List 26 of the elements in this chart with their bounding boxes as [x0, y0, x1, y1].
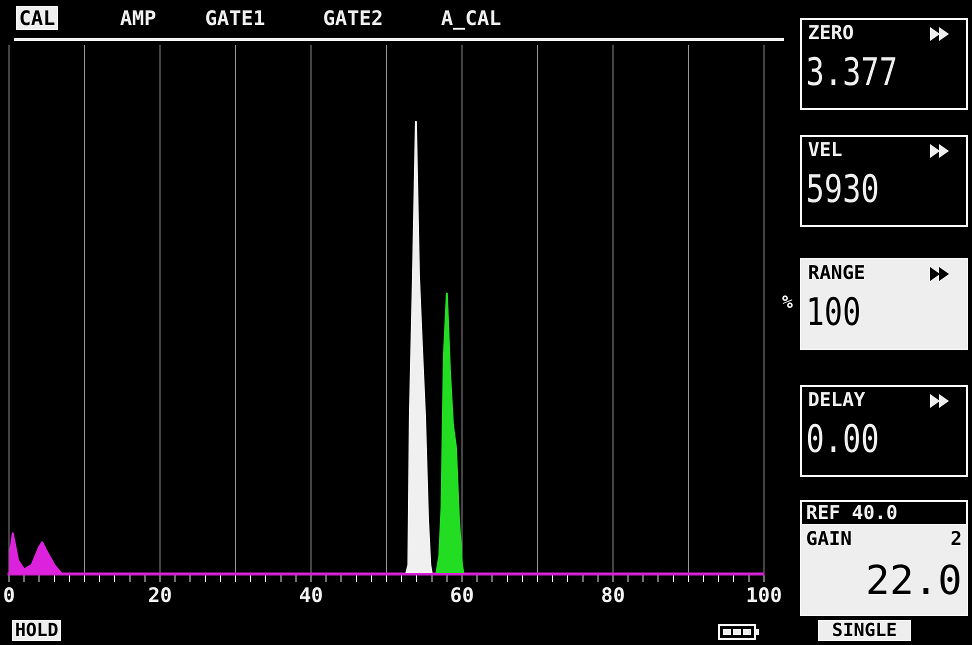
- text: HOLD: [12, 620, 62, 641]
- text: A_CAL: [440, 6, 502, 30]
- text: 2: [950, 528, 962, 550]
- text: 22.0: [866, 558, 962, 604]
- x-tick-label: 60: [450, 583, 474, 608]
- text: GAIN: [806, 528, 852, 550]
- text: SINGLE: [818, 620, 912, 641]
- text: %: [782, 292, 793, 313]
- x-tick-label: 40: [298, 583, 324, 608]
- x-tick-label: 20: [148, 583, 172, 608]
- text: GATE2: [322, 6, 384, 30]
- text: 100: [806, 290, 861, 334]
- x-tick-label: 100: [746, 583, 782, 608]
- text: 0.00: [806, 417, 880, 461]
- text: 3.377: [806, 50, 898, 94]
- text: ZERO: [808, 22, 854, 44]
- text: AMP: [119, 6, 158, 30]
- text: REF 40.0: [802, 502, 966, 524]
- text: DELAY: [808, 389, 866, 411]
- text: VEL: [808, 139, 842, 161]
- x-tick-label: 80: [600, 583, 625, 608]
- text: RANGE: [808, 262, 866, 284]
- text: 5930: [806, 167, 880, 211]
- text: GATE1: [204, 6, 266, 30]
- x-tick-label: 0: [2, 583, 16, 608]
- text: CAL: [16, 6, 58, 30]
